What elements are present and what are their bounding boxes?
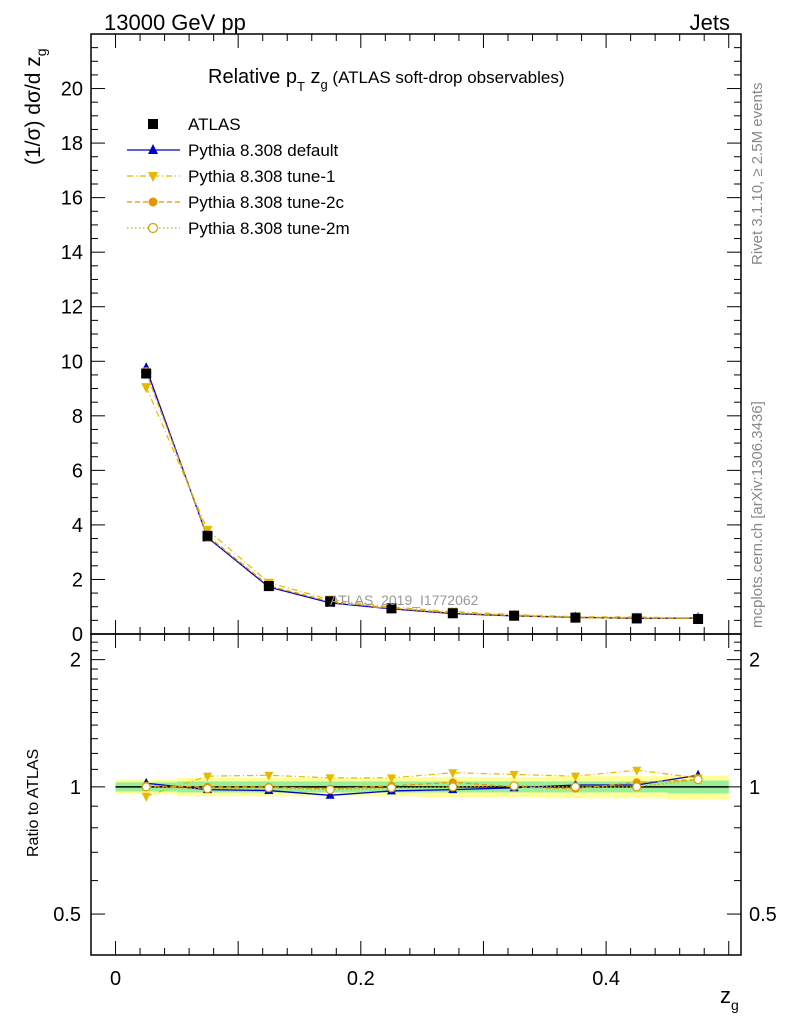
y-tick-label: 12 bbox=[61, 297, 83, 319]
legend-label-tune1: Pythia 8.308 tune-1 bbox=[188, 167, 335, 186]
x-tick-label: 0.4 bbox=[592, 968, 620, 990]
legend-label-atlas: ATLAS bbox=[188, 115, 241, 134]
data-point-atlas bbox=[386, 603, 397, 614]
ratio-point-tune1 bbox=[325, 774, 335, 784]
ratio-point-tune2m bbox=[325, 785, 335, 795]
legend-marker-tune1 bbox=[148, 172, 158, 182]
axis-ticks bbox=[90, 34, 741, 956]
plot-title-z: z bbox=[305, 66, 321, 88]
y-axis-label-sub: g bbox=[33, 48, 49, 56]
ratio-point-tune2m bbox=[141, 782, 151, 792]
series-line-main bbox=[145, 371, 699, 619]
y-tick-label: 20 bbox=[61, 79, 83, 101]
ratio-point-tune1 bbox=[141, 792, 151, 802]
legend-label-tune2c: Pythia 8.308 tune-2c bbox=[188, 193, 344, 212]
y-axis-label: (1/σ) dσ/d zg bbox=[22, 48, 49, 165]
y-tick-label: 6 bbox=[72, 460, 83, 482]
x-tick-label: 0.2 bbox=[347, 968, 375, 990]
y-tick-label: 8 bbox=[72, 406, 83, 428]
y-tick-label: 2 bbox=[72, 569, 83, 591]
series-line-ratio bbox=[146, 769, 699, 797]
series-lines bbox=[145, 367, 699, 797]
ratio-tick-label-right: 1 bbox=[749, 777, 760, 799]
y-axis-label-main: (1/σ) dσ/d z bbox=[22, 56, 45, 165]
series-line-main bbox=[145, 386, 699, 619]
ratio-tick-label-right: 0.5 bbox=[749, 904, 777, 926]
data-point-atlas bbox=[631, 613, 642, 624]
ratio-point-tune2m bbox=[509, 781, 519, 791]
data-point-atlas bbox=[447, 608, 458, 619]
x-axis-label: zg bbox=[720, 983, 739, 1013]
ratio-y-axis-label: Ratio to ATLAS bbox=[25, 749, 42, 857]
x-axis-label-main: z bbox=[720, 983, 731, 1008]
ratio-point-tune1 bbox=[632, 766, 642, 776]
ratio-point-tune2m bbox=[632, 782, 642, 792]
ratio-point-tune2m bbox=[693, 775, 703, 785]
data-point-tune1 bbox=[141, 383, 152, 394]
ratio-point-tune1 bbox=[203, 772, 213, 782]
mcplots-label: mcplots.cern.ch [arXiv:1306.3436] bbox=[749, 401, 766, 628]
data-point-atlas bbox=[509, 610, 520, 621]
data-point-atlas bbox=[263, 581, 274, 591]
data-point-atlas bbox=[325, 596, 336, 607]
ratio-point-tune2m bbox=[202, 784, 213, 794]
series-line-ratio bbox=[146, 779, 699, 790]
data-point-atlas bbox=[570, 612, 581, 623]
series-line-main bbox=[145, 367, 699, 619]
ratio-tick-label-left: 1 bbox=[70, 777, 81, 799]
data-point-atlas bbox=[693, 614, 704, 624]
plot-title: Relative pT zg (ATLAS soft-drop observab… bbox=[208, 66, 565, 94]
x-tick-label: 0 bbox=[110, 968, 121, 990]
legend-marker-tune2m bbox=[147, 222, 159, 234]
legend-label-tune2m: Pythia 8.308 tune-2m bbox=[188, 219, 350, 238]
rivet-version-label: Rivet 3.1.10, ≥ 2.5M events bbox=[749, 83, 766, 266]
ratio-point-tune2m bbox=[264, 783, 274, 793]
ratio-point-tune1 bbox=[448, 769, 458, 779]
data-point-atlas bbox=[202, 530, 213, 541]
ratio-point-tune1 bbox=[386, 774, 396, 784]
y-tick-label: 16 bbox=[61, 188, 83, 210]
ratio-tick-label-left: 0.5 bbox=[53, 904, 81, 926]
y-tick-label: 14 bbox=[61, 242, 83, 264]
series-markers bbox=[141, 362, 704, 802]
ratio-point-tune2m bbox=[570, 782, 581, 792]
y-tick-label: 10 bbox=[61, 351, 83, 373]
x-axis-label-sub: g bbox=[731, 997, 739, 1013]
y-tick-label: 0 bbox=[72, 624, 83, 646]
plot-title-sub-g: g bbox=[320, 77, 327, 92]
ratio-plot-frame bbox=[90, 633, 742, 956]
ratio-tick-label-left: 2 bbox=[70, 650, 81, 672]
ratio-point-tune1 bbox=[264, 771, 274, 781]
header-left: 13000 GeV pp bbox=[104, 10, 246, 35]
y-tick-label: 4 bbox=[72, 515, 83, 537]
legend: ATLAS Pythia 8.308 default Pythia 8.308 tu… bbox=[127, 115, 350, 238]
ratio-tick-label-right: 2 bbox=[749, 650, 760, 672]
data-point-atlas bbox=[141, 368, 152, 379]
watermark: ATLAS_2019_I1772062 bbox=[330, 592, 479, 608]
header-right: Jets bbox=[690, 10, 730, 35]
legend-marker-default bbox=[148, 144, 158, 154]
series-line-ratio bbox=[146, 779, 699, 791]
legend-marker-tune2c bbox=[148, 197, 158, 207]
ratio-point-tune2m bbox=[386, 783, 397, 793]
legend-marker-atlas bbox=[148, 119, 158, 129]
ratio-point-tune2m bbox=[448, 782, 458, 792]
plot-title-main: Relative p bbox=[208, 66, 297, 88]
series-line-main bbox=[145, 371, 699, 619]
plot-title-sub-t: T bbox=[297, 79, 305, 94]
ratio-point-default bbox=[325, 789, 335, 799]
ratio-point-tune1 bbox=[509, 770, 519, 780]
legend-label-default: Pythia 8.308 default bbox=[188, 141, 339, 160]
y-tick-label: 18 bbox=[61, 133, 83, 155]
plot-title-rest: (ATLAS soft-drop observables) bbox=[328, 68, 565, 87]
ratio-point-tune1 bbox=[570, 772, 580, 782]
